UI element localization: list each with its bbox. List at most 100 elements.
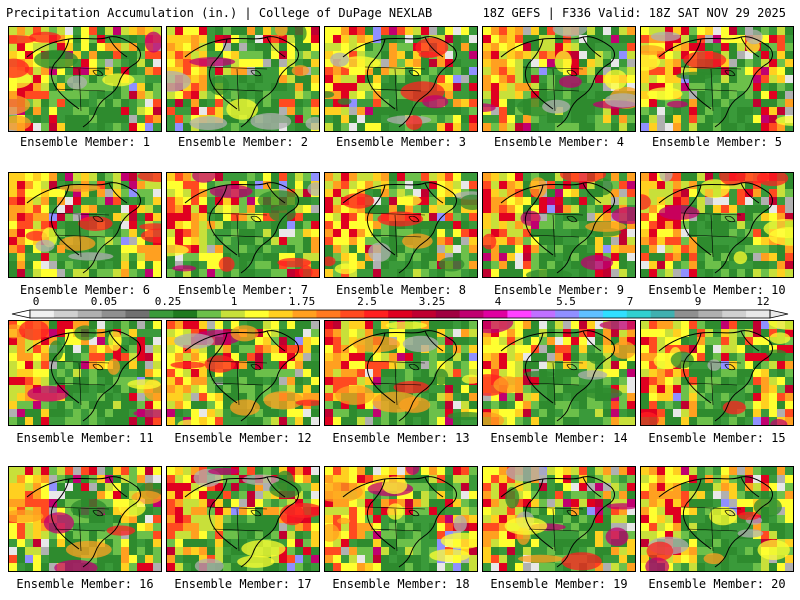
ensemble-map-panel xyxy=(324,320,478,426)
ensemble-member-label: Ensemble Member: 16 xyxy=(16,577,154,591)
precipitation-map xyxy=(483,467,635,571)
precipitation-map xyxy=(325,27,477,131)
colorbar-swatch xyxy=(268,310,293,318)
precipitation-map xyxy=(325,321,477,425)
colorbar-swatch xyxy=(698,310,723,318)
ensemble-map-panel xyxy=(482,26,636,132)
precipitation-map xyxy=(483,321,635,425)
colorbar-swatch xyxy=(435,310,460,318)
ensemble-member-label: Ensemble Member: 9 xyxy=(493,283,625,297)
ensemble-map-panel xyxy=(8,26,162,132)
ensemble-map-panel xyxy=(640,172,794,278)
colorbar-swatch xyxy=(483,310,508,318)
colorbar-graphic xyxy=(11,309,789,319)
precipitation-map xyxy=(325,467,477,571)
colorbar-tick-label: 5.5 xyxy=(556,295,576,308)
colorbar-tick-label: 1 xyxy=(230,295,238,308)
precipitation-map xyxy=(167,321,319,425)
ensemble-member-label: Ensemble Member: 2 xyxy=(177,135,309,149)
precipitation-map xyxy=(641,173,793,277)
colorbar-swatch xyxy=(674,310,699,318)
ensemble-map-panel xyxy=(324,26,478,132)
colorbar-swatch xyxy=(125,310,150,318)
precipitation-map xyxy=(325,173,477,277)
colorbar-swatch xyxy=(220,310,246,318)
colorbar-swatch xyxy=(340,310,365,318)
precipitation-map xyxy=(9,321,161,425)
ensemble-member-label: Ensemble Member: 19 xyxy=(490,577,628,591)
colorbar-swatch xyxy=(531,310,556,318)
ensemble-map-panel xyxy=(8,320,162,426)
colorbar-swatch xyxy=(77,310,102,318)
colorbar-tick-label: 0.25 xyxy=(154,295,182,308)
colorbar-tick-label: 1.75 xyxy=(288,295,316,308)
colorbar-tick-label: 0.05 xyxy=(90,295,118,308)
precipitation-map xyxy=(9,173,161,277)
colorbar-tick-label: 4 xyxy=(494,295,502,308)
colorbar-swatch xyxy=(292,310,317,318)
colorbar-swatch xyxy=(626,310,651,318)
map-title: Precipitation Accumulation (in.) | Colle… xyxy=(6,6,433,20)
colorbar-min-arrow xyxy=(11,309,31,319)
ensemble-map-panel xyxy=(482,320,636,426)
colorbar-tick-label: 2.5 xyxy=(357,295,377,308)
ensemble-member-label: Ensemble Member: 15 xyxy=(648,431,786,445)
colorbar-swatch xyxy=(602,310,628,318)
colorbar-swatch xyxy=(555,310,580,318)
precipitation-map xyxy=(167,467,319,571)
precipitation-map xyxy=(9,27,161,131)
ensemble-member-label: Ensemble Member: 20 xyxy=(648,577,786,591)
colorbar-swatch xyxy=(411,310,437,318)
ensemble-map-panel xyxy=(166,466,320,572)
colorbar-tick-label: 3.25 xyxy=(418,295,446,308)
ensemble-member-label: Ensemble Member: 12 xyxy=(174,431,312,445)
colorbar-swatch xyxy=(722,310,747,318)
precipitation-map xyxy=(167,173,319,277)
colorbar-swatch xyxy=(388,310,413,318)
precipitation-colorbar: 0 0.05 0.25 1 1.75 2.5 3.25 4 5.5 7 9 12 xyxy=(0,296,800,322)
colorbar-swatch xyxy=(650,310,675,318)
ensemble-map-panel xyxy=(166,172,320,278)
ensemble-map-panel xyxy=(166,26,320,132)
colorbar-swatch xyxy=(30,310,55,318)
ensemble-member-label: Ensemble Member: 7 xyxy=(177,283,309,297)
colorbar-swatch xyxy=(173,310,198,318)
ensemble-member-label: Ensemble Member: 1 xyxy=(19,135,151,149)
ensemble-member-label: Ensemble Member: 6 xyxy=(19,283,151,297)
precipitation-map xyxy=(483,27,635,131)
colorbar-tick-label: 12 xyxy=(756,295,770,308)
ensemble-member-label: Ensemble Member: 11 xyxy=(16,431,154,445)
colorbar-swatch xyxy=(746,310,771,318)
ensemble-map-panel xyxy=(640,26,794,132)
colorbar-swatch xyxy=(244,310,270,318)
ensemble-map-panel xyxy=(482,172,636,278)
ensemble-map-panel xyxy=(324,466,478,572)
ensemble-map-panel xyxy=(482,466,636,572)
ensemble-member-label: Ensemble Member: 17 xyxy=(174,577,312,591)
ensemble-member-label: Ensemble Member: 4 xyxy=(493,135,625,149)
ensemble-member-label: Ensemble Member: 13 xyxy=(332,431,470,445)
colorbar-swatch xyxy=(101,310,126,318)
colorbar-tick-label: 0 xyxy=(32,295,40,308)
precipitation-map xyxy=(483,173,635,277)
precipitation-map xyxy=(641,467,793,571)
ensemble-member-label: Ensemble Member: 10 xyxy=(648,283,786,297)
colorbar-swatch xyxy=(53,310,79,318)
colorbar-swatch xyxy=(459,310,484,318)
colorbar-swatch xyxy=(149,310,174,318)
ensemble-map-panel xyxy=(324,172,478,278)
ensemble-map-panel xyxy=(640,466,794,572)
colorbar-tick-label: 7 xyxy=(626,295,634,308)
precipitation-map xyxy=(641,27,793,131)
ensemble-member-label: Ensemble Member: 5 xyxy=(651,135,783,149)
precipitation-map xyxy=(641,321,793,425)
ensemble-map-panel xyxy=(166,320,320,426)
ensemble-member-label: Ensemble Member: 3 xyxy=(335,135,467,149)
model-run-valid-time: 18Z GEFS | F336 Valid: 18Z SAT NOV 29 20… xyxy=(482,6,786,20)
ensemble-map-panel xyxy=(8,466,162,572)
colorbar-swatch xyxy=(316,310,341,318)
ensemble-member-label: Ensemble Member: 18 xyxy=(332,577,470,591)
colorbar-max-arrow xyxy=(769,309,789,319)
precipitation-map xyxy=(167,27,319,131)
colorbar-tick-label: 9 xyxy=(694,295,702,308)
